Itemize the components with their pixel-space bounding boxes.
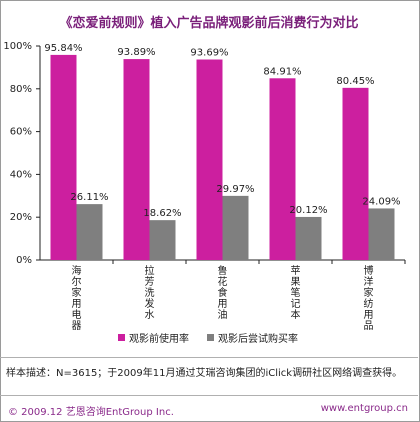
x-tick-label: 博洋家纺用品 (364, 264, 374, 332)
data-label: 24.09% (362, 196, 400, 207)
data-label: 26.11% (70, 192, 108, 203)
data-label: 95.84% (44, 43, 82, 54)
bar-before (196, 59, 223, 260)
bar-after (295, 216, 322, 260)
y-tick-label: 100% (3, 41, 32, 52)
bar-after (222, 195, 249, 260)
y-tick-label: 60% (10, 127, 32, 138)
y-tick-label: 20% (10, 212, 32, 223)
legend-label-before: 观影前使用率 (129, 334, 189, 345)
legend-swatch-before (118, 334, 125, 341)
bar-before (123, 59, 150, 260)
data-label: 80.45% (336, 76, 374, 87)
legend-swatch-after (207, 334, 214, 341)
bar-chart: 0% 20% 40% 60% 80% 100% 95.84% 26.11% 海尔家用电器 93.8… (3, 41, 406, 332)
legend: 观影前使用率 观影后尝试购买率 (118, 330, 298, 345)
x-tick-label: 苹果笔记本 (291, 264, 301, 321)
data-label: 18.62% (143, 208, 181, 219)
bar-after (76, 204, 103, 260)
bar-before (50, 54, 77, 260)
divider (0, 395, 418, 396)
bar-before (269, 78, 296, 260)
x-tick-label: 拉芳洗发水 (145, 264, 155, 321)
data-label: 84.91% (263, 66, 301, 77)
legend-item-before: 观影前使用率 (118, 330, 189, 345)
y-tick-label: 80% (10, 84, 32, 95)
sample-note: 样本描述：N=3615；于2009年11月通过艾瑞咨询集团的iClick调研社区… (6, 368, 403, 379)
data-label: 29.97% (216, 184, 254, 195)
data-label: 93.89% (117, 47, 155, 58)
footer-copyright: © 2009.12 艺恩咨询EntGroup Inc. (8, 407, 174, 418)
divider (0, 357, 418, 358)
chart-title: 《恋爱前规则》植入广告品牌观影前后消费行为对比 (59, 16, 359, 31)
y-tick-label: 0% (16, 255, 32, 266)
legend-label-after: 观影后尝试购买率 (218, 334, 298, 345)
data-label: 93.69% (190, 48, 228, 59)
bar-after (368, 208, 395, 260)
x-tick-label: 鲁花食用油 (218, 264, 228, 321)
bar-after (149, 220, 176, 260)
data-label: 20.12% (289, 205, 327, 216)
y-tick-label: 40% (10, 169, 32, 180)
legend-item-after: 观影后尝试购买率 (207, 330, 298, 345)
x-tick-label: 海尔家用电器 (72, 264, 82, 332)
footer-website: www.entgroup.cn (320, 403, 408, 414)
bar-before (342, 87, 369, 260)
